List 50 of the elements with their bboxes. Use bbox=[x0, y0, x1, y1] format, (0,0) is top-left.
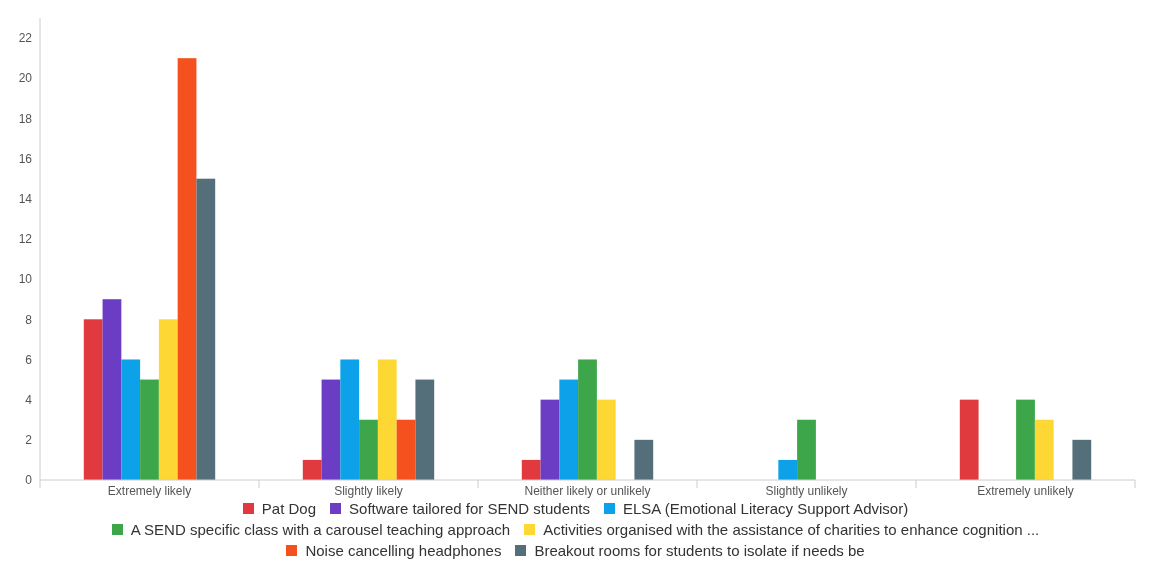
y-tick-label: 14 bbox=[18, 191, 33, 206]
legend-label: A SEND specific class with a carousel teaching approach bbox=[129, 521, 511, 538]
y-tick-label: 8 bbox=[25, 312, 33, 327]
bar bbox=[396, 419, 416, 480]
legend-label: ELSA (Emotional Literacy Support Advisor) bbox=[622, 500, 909, 517]
bar bbox=[140, 379, 159, 480]
bar bbox=[83, 319, 103, 480]
bar bbox=[158, 319, 178, 480]
bar bbox=[778, 459, 798, 480]
y-tick-label: 0 bbox=[25, 473, 33, 488]
bar bbox=[1016, 399, 1035, 480]
y-tick-label: 16 bbox=[18, 151, 33, 166]
bar bbox=[559, 379, 579, 480]
bar bbox=[415, 379, 435, 480]
x-tick-label: Extremely unlikely bbox=[977, 484, 1074, 498]
y-tick-label: 4 bbox=[25, 392, 33, 407]
legend-label: Activities organised with the assistance of charities to enhance cognition ... bbox=[542, 521, 1040, 538]
bar bbox=[634, 439, 654, 480]
bar bbox=[321, 379, 341, 480]
legend-label: Noise cancelling headphones bbox=[304, 542, 502, 559]
bar bbox=[377, 359, 397, 480]
y-tick-label: 6 bbox=[25, 352, 33, 367]
bar bbox=[578, 359, 597, 480]
legend-label: Pat Dog bbox=[260, 500, 317, 517]
bar bbox=[121, 359, 141, 480]
x-tick-label: Extremely likely bbox=[107, 484, 192, 498]
bar bbox=[959, 399, 979, 480]
bar bbox=[302, 459, 322, 480]
bar bbox=[359, 419, 378, 480]
bar bbox=[102, 299, 122, 480]
bar bbox=[521, 459, 541, 480]
legend-label: Breakout rooms for students to isolate if needs be bbox=[533, 542, 865, 559]
bar bbox=[1034, 419, 1054, 480]
y-tick-label: 22 bbox=[18, 31, 33, 46]
legend-label: Software tailored for SEND students bbox=[348, 500, 590, 517]
bar bbox=[596, 399, 616, 480]
y-tick-label: 18 bbox=[18, 111, 33, 126]
bar bbox=[196, 178, 216, 480]
bar bbox=[340, 359, 360, 480]
bar bbox=[797, 419, 816, 480]
x-tick-label: Slightly likely bbox=[334, 484, 403, 498]
x-tick-label: Neither likely or unlikely bbox=[524, 484, 651, 498]
y-tick-label: 2 bbox=[25, 433, 33, 448]
x-tick-label: Slightly unlikely bbox=[765, 484, 848, 498]
y-tick-label: 10 bbox=[18, 272, 33, 287]
bar bbox=[1072, 439, 1092, 480]
bar bbox=[177, 58, 197, 480]
bar bbox=[540, 399, 560, 480]
y-tick-label: 20 bbox=[18, 71, 33, 86]
y-tick-label: 12 bbox=[18, 232, 33, 247]
